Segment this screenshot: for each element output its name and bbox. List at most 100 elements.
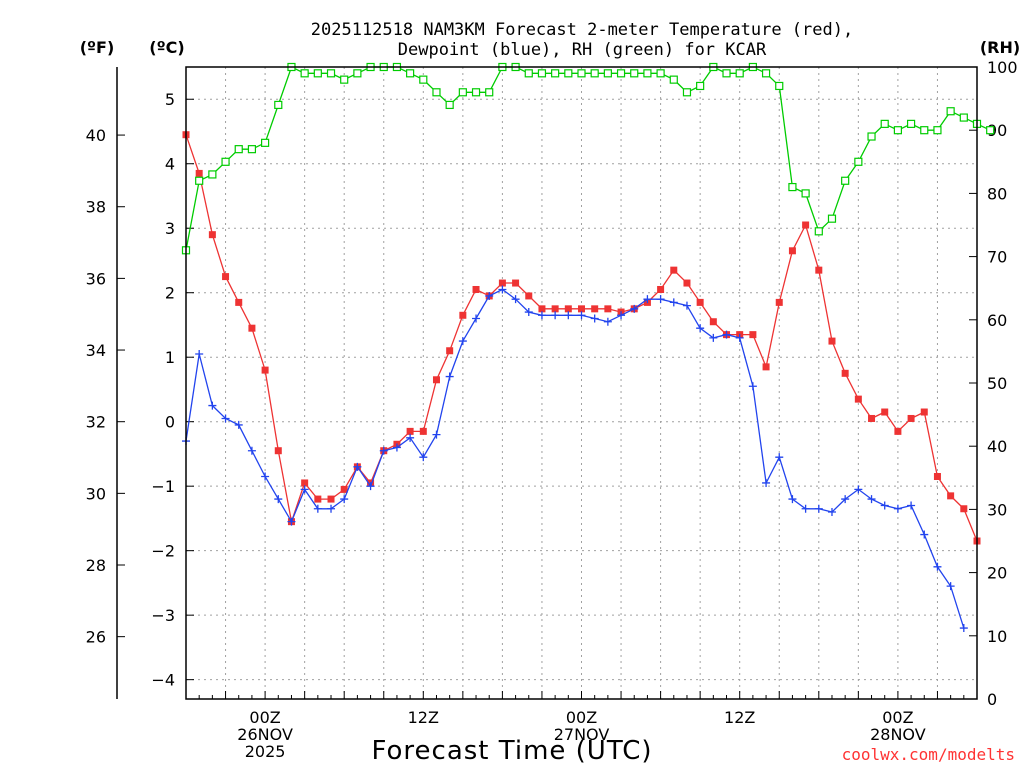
- rh-axis: 0 10 20 30 40 50 60 70 80 90 100: [969, 58, 1018, 709]
- data-point: [669, 75, 678, 84]
- data-point: [947, 492, 955, 500]
- data-point: [537, 311, 546, 320]
- x-tick-label: 00Z: [249, 708, 280, 727]
- data-point: [300, 69, 309, 78]
- fahrenheit-axis: 26 28 30 32 34 36 38 40: [86, 67, 125, 699]
- data-point: [472, 314, 481, 323]
- data-point: [195, 349, 204, 358]
- data-point: [419, 453, 428, 462]
- data-point: [314, 495, 322, 503]
- data-point: [920, 126, 929, 135]
- x-tick-label: 28NOV: [870, 725, 926, 744]
- data-point: [906, 119, 916, 128]
- celsius-tick-label: 3: [165, 219, 175, 238]
- rh-tick-label: 40: [987, 437, 1007, 456]
- data-point: [657, 285, 665, 293]
- data-point: [854, 157, 863, 166]
- data-point: [340, 485, 348, 493]
- rh-tick-label: 30: [987, 500, 1007, 519]
- x-tick-label: 26NOV: [237, 725, 293, 744]
- data-point: [221, 414, 230, 423]
- data-point: [577, 69, 586, 78]
- data-point: [498, 279, 506, 287]
- data-point: [801, 189, 810, 198]
- data-point: [340, 495, 349, 504]
- data-point: [551, 311, 560, 320]
- data-point: [603, 317, 612, 326]
- fahrenheit-axis-unit: (ºF): [80, 38, 115, 57]
- data-point: [248, 324, 256, 332]
- celsius-tick-label: −4: [151, 671, 175, 690]
- data-point: [643, 69, 652, 78]
- x-tick-label: 00Z: [882, 708, 913, 727]
- rh-tick-label: 10: [987, 627, 1007, 646]
- data-point: [379, 446, 388, 455]
- data-point: [735, 333, 744, 342]
- data-point: [498, 285, 507, 294]
- data-point: [511, 295, 520, 304]
- data-point: [907, 501, 916, 510]
- data-point: [788, 247, 796, 255]
- data-point: [392, 443, 401, 452]
- data-point: [432, 430, 441, 439]
- data-point: [868, 414, 876, 422]
- data-point: [274, 100, 283, 110]
- data-point: [907, 414, 915, 422]
- rh-tick-label: 100: [987, 58, 1018, 77]
- fahrenheit-tick-label: 40: [86, 126, 106, 145]
- data-point: [366, 482, 375, 491]
- data-point: [735, 69, 744, 78]
- data-point: [221, 157, 230, 166]
- data-point: [524, 308, 533, 317]
- data-point: [406, 427, 414, 435]
- data-point: [538, 305, 546, 313]
- data-point: [960, 505, 968, 513]
- data-point: [854, 395, 862, 403]
- data-point: [616, 69, 626, 78]
- data-point: [762, 363, 770, 371]
- data-point: [578, 305, 585, 313]
- data-point: [591, 305, 599, 313]
- data-point: [722, 330, 731, 339]
- data-point: [274, 447, 282, 455]
- celsius-tick-label: −2: [151, 542, 175, 561]
- data-point: [313, 69, 322, 78]
- data-point: [696, 324, 705, 333]
- data-point: [709, 333, 718, 342]
- data-point: [881, 408, 889, 416]
- data-point: [841, 369, 849, 377]
- celsius-tick-label: −1: [151, 477, 175, 496]
- data-point: [828, 337, 836, 345]
- chart-title-line2: Dewpoint (blue), RH (green) for KCAR: [398, 40, 767, 60]
- data-point: [696, 81, 705, 91]
- data-point: [419, 427, 427, 435]
- fahrenheit-tick-label: 34: [86, 341, 106, 360]
- celsius-axis-unit: (ºC): [149, 38, 184, 57]
- celsius-tick-label: −3: [151, 606, 175, 625]
- data-point: [893, 504, 902, 513]
- data-point: [933, 562, 942, 571]
- data-point: [893, 126, 903, 135]
- rh-tick-label: 20: [987, 564, 1007, 583]
- data-point: [432, 88, 441, 97]
- data-point: [195, 169, 203, 177]
- data-point: [920, 530, 929, 539]
- data-point: [313, 504, 322, 513]
- data-point: [959, 113, 968, 122]
- series-layer: [181, 62, 995, 633]
- data-point: [814, 227, 823, 236]
- data-point: [933, 126, 942, 135]
- data-point: [564, 305, 572, 313]
- data-point: [261, 138, 270, 147]
- data-point: [235, 298, 243, 306]
- data-point: [472, 285, 480, 293]
- data-point: [682, 88, 692, 97]
- data-point: [445, 100, 454, 110]
- data-point: [485, 88, 494, 97]
- data-point: [208, 231, 216, 239]
- rh-tick-label: 0: [987, 690, 997, 709]
- celsius-tick-label: 0: [165, 413, 175, 432]
- data-point: [300, 485, 309, 494]
- x-axis-title: Forecast Time (UTC): [371, 736, 652, 766]
